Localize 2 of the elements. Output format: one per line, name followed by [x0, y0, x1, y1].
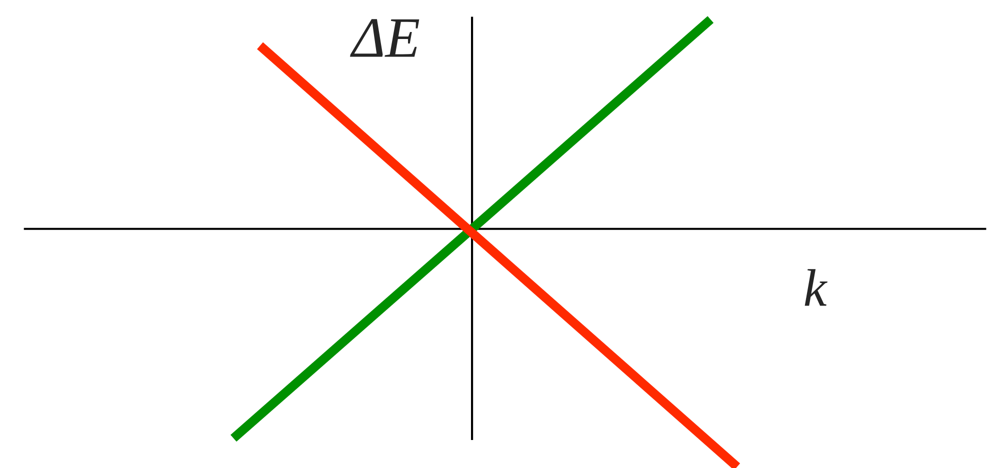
x-axis-title: k — [804, 269, 828, 306]
y-axis-title: ΔE — [350, 19, 420, 57]
